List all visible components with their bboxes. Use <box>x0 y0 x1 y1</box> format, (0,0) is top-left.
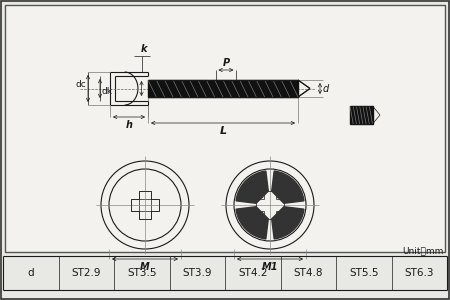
Polygon shape <box>290 80 298 97</box>
Text: P: P <box>222 58 230 68</box>
Polygon shape <box>240 80 248 97</box>
Polygon shape <box>189 80 198 97</box>
Polygon shape <box>223 80 231 97</box>
Polygon shape <box>366 106 369 124</box>
Polygon shape <box>369 106 373 124</box>
Polygon shape <box>215 80 223 97</box>
Polygon shape <box>356 106 360 124</box>
Polygon shape <box>181 80 189 97</box>
Polygon shape <box>156 80 165 97</box>
Polygon shape <box>198 80 207 97</box>
Text: ST4.2: ST4.2 <box>238 268 267 278</box>
Polygon shape <box>256 80 265 97</box>
Text: ST4.8: ST4.8 <box>293 268 323 278</box>
Polygon shape <box>236 207 268 239</box>
Text: ST2.9: ST2.9 <box>72 268 101 278</box>
Polygon shape <box>165 80 173 97</box>
Polygon shape <box>273 80 281 97</box>
Text: k: k <box>140 44 147 54</box>
Text: ST3.5: ST3.5 <box>127 268 157 278</box>
Polygon shape <box>363 106 366 124</box>
Text: d: d <box>323 83 329 94</box>
Polygon shape <box>248 80 256 97</box>
Text: ST3.9: ST3.9 <box>183 268 212 278</box>
FancyBboxPatch shape <box>5 5 445 252</box>
Polygon shape <box>231 80 240 97</box>
Polygon shape <box>350 106 353 124</box>
Polygon shape <box>236 171 268 203</box>
Polygon shape <box>272 207 304 239</box>
Polygon shape <box>265 80 273 97</box>
Text: ST6.3: ST6.3 <box>405 268 434 278</box>
Text: d: d <box>27 268 34 278</box>
Text: dc: dc <box>75 80 86 89</box>
Polygon shape <box>207 80 215 97</box>
Polygon shape <box>173 80 181 97</box>
Text: Unit：mm: Unit：mm <box>403 247 444 256</box>
Text: h: h <box>126 120 132 130</box>
Text: M: M <box>140 262 150 272</box>
Polygon shape <box>360 106 363 124</box>
Polygon shape <box>353 106 356 124</box>
Polygon shape <box>148 80 156 97</box>
Text: dk: dk <box>101 87 112 96</box>
Polygon shape <box>281 80 290 97</box>
Text: M1: M1 <box>262 262 278 272</box>
Text: L: L <box>220 126 226 136</box>
Polygon shape <box>272 171 304 203</box>
Text: ST5.5: ST5.5 <box>349 268 378 278</box>
